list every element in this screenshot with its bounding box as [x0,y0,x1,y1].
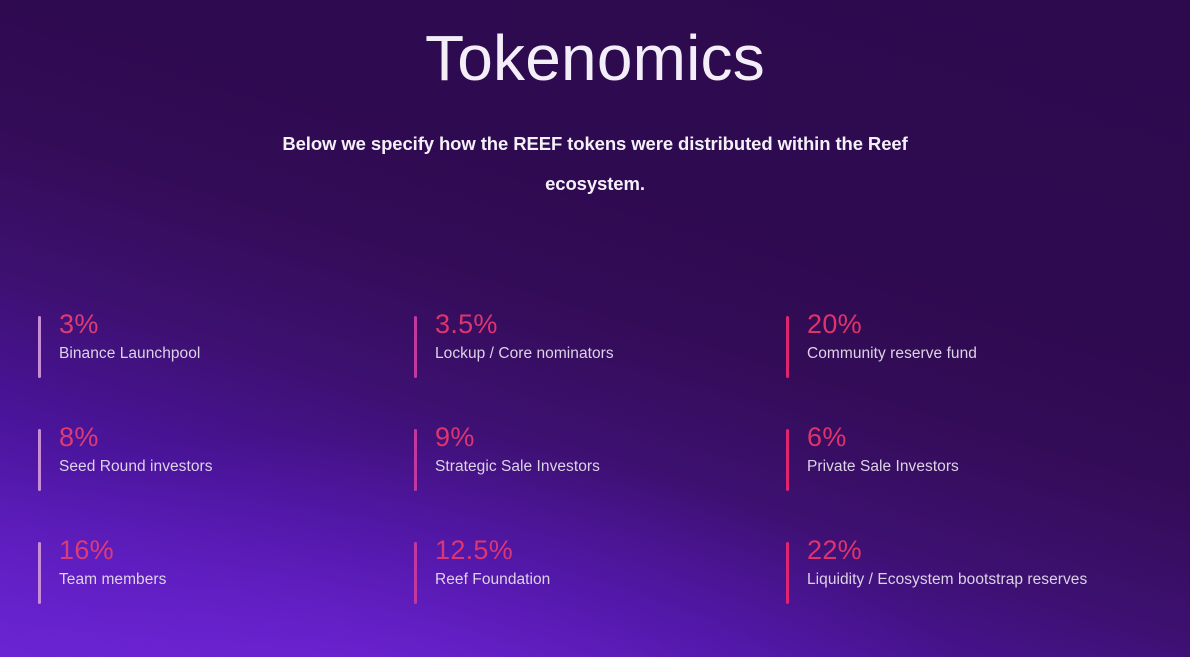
stat-label: Community reserve fund [807,345,977,362]
stat-item: 9% Strategic Sale Investors [414,418,786,531]
stat-label: Binance Launchpool [59,345,201,362]
stat-label: Team members [59,571,167,588]
stat-label: Lockup / Core nominators [435,345,614,362]
stat-item: 22% Liquidity / Ecosystem bootstrap reser… [786,531,1153,644]
stat-label: Seed Round investors [59,458,213,475]
stat-value: 22% [807,535,862,565]
stat-label: Liquidity / Ecosystem bootstrap reserves [807,571,1088,588]
stat-value: 8% [59,422,99,452]
stat-accent-bar [38,316,41,378]
stat-item: 3.5% Lockup / Core nominators [414,305,786,418]
stat-item: 8% Seed Round investors [38,418,414,531]
page-title: Tokenomics [425,22,765,94]
stat-accent-bar [786,429,789,491]
stat-accent-bar [414,316,417,378]
stat-value: 9% [435,422,475,452]
stat-item: 12.5% Reef Foundation [414,531,786,644]
stat-label: Strategic Sale Investors [435,458,600,475]
stat-label: Reef Foundation [435,571,551,588]
stat-value: 20% [807,309,862,339]
stat-accent-bar [414,429,417,491]
stat-accent-bar [38,429,41,491]
stat-item: 20% Community reserve fund [786,305,1153,418]
stat-accent-bar [786,316,789,378]
stat-label: Private Sale Investors [807,458,959,475]
tokenomics-stats-grid: 3% Binance Launchpool 3.5% Lockup / Core no… [38,305,1153,644]
stat-item: 16% Team members [38,531,414,644]
stat-value: 6% [807,422,847,452]
stat-accent-bar [38,542,41,604]
stat-accent-bar [786,542,789,604]
stat-item: 6% Private Sale Investors [786,418,1153,531]
stat-item: 3% Binance Launchpool [38,305,414,418]
stat-value: 3.5% [435,309,498,339]
stat-value: 3% [59,309,99,339]
page-subtitle: Below we specify how the REEF tokens wer… [282,133,908,194]
stat-accent-bar [414,542,417,604]
stat-value: 16% [59,535,114,565]
stat-value: 12.5% [435,535,514,565]
